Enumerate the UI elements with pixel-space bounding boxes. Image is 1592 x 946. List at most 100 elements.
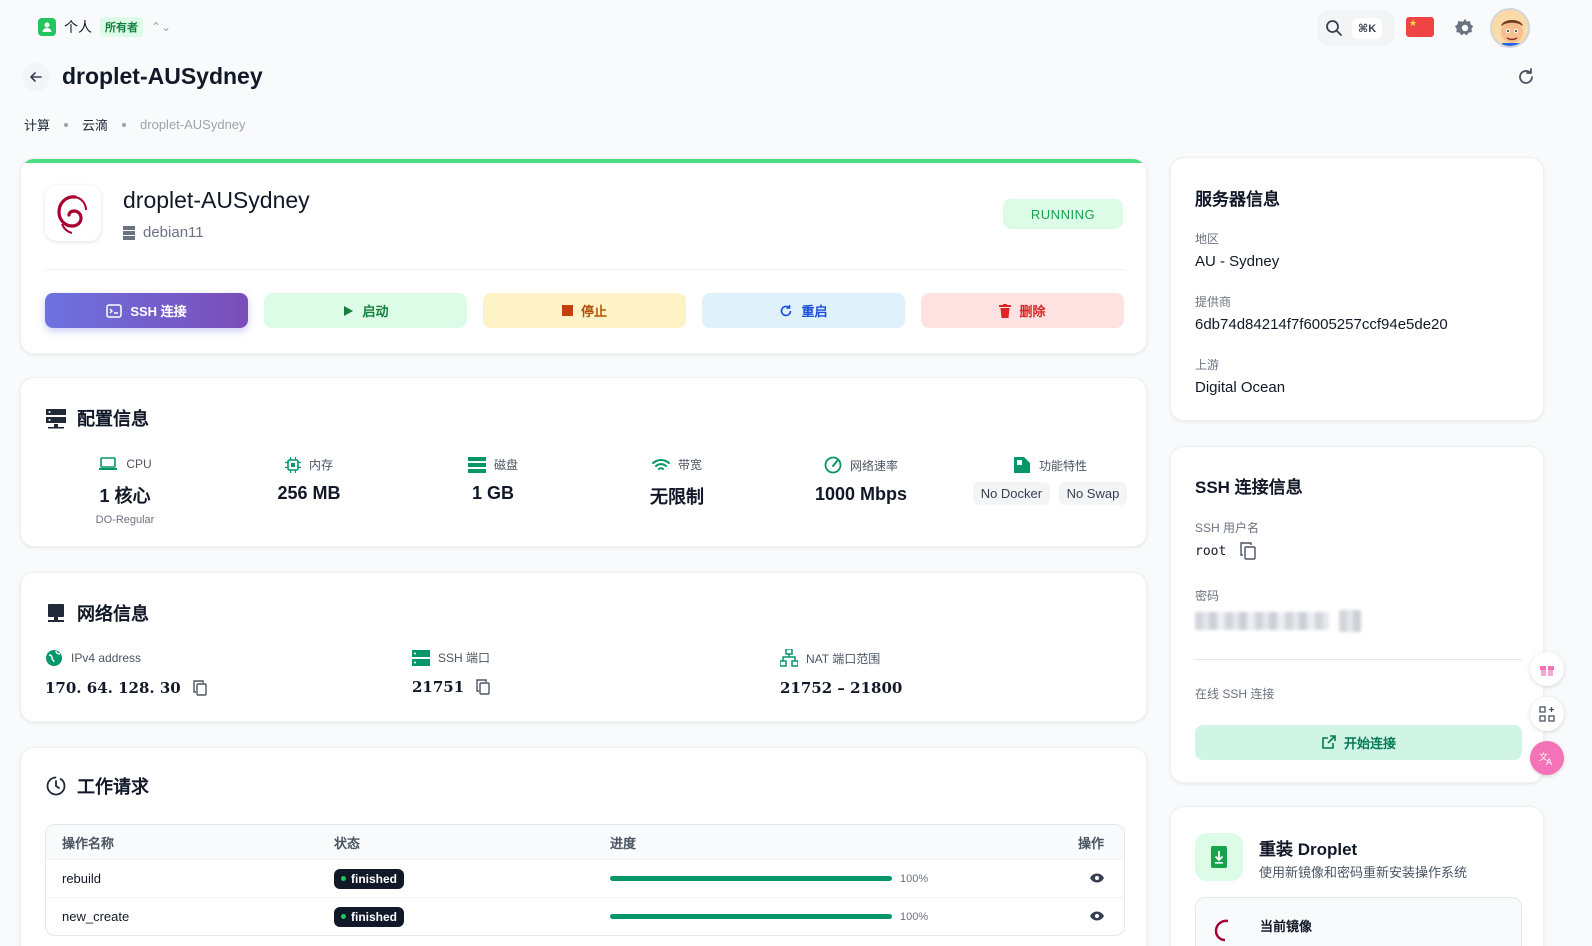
- divider: [1195, 659, 1522, 660]
- search-button[interactable]: ⌘K: [1318, 10, 1394, 46]
- wifi-icon: [651, 458, 670, 470]
- server-rack-icon: [46, 409, 66, 429]
- divider: [45, 269, 1125, 270]
- jobs-title-text: 工作请求: [77, 777, 149, 797]
- role-badge: 所有者: [100, 17, 143, 37]
- upstream-field: 上游 Digital Ocean: [1195, 356, 1285, 396]
- memory-value: 256 MB: [277, 483, 341, 503]
- debian-logo-icon: [1214, 919, 1229, 942]
- password-masked: [1195, 612, 1329, 630]
- config-memory: 内存 256 MB: [219, 456, 399, 504]
- cpu-label: CPU: [126, 457, 152, 471]
- ssh-connect-button[interactable]: SSH 连接: [45, 293, 248, 328]
- gift-icon: [1540, 666, 1554, 676]
- gift-button[interactable]: [1530, 652, 1564, 686]
- column-header: 操作: [1077, 835, 1104, 851]
- copy-icon[interactable]: [476, 679, 490, 695]
- config-card: 配置信息 CPU 1 核心 DO-Regular 内存 256 MB 磁盘 1 …: [20, 377, 1147, 547]
- cpu-plan: DO-Regular: [95, 514, 155, 526]
- feature-tag: No Docker: [972, 482, 1051, 505]
- top-bar: 个人 所有者 ⌃⌄ ⌘K ★: [0, 0, 1592, 56]
- reboot-label: 重启: [801, 304, 828, 319]
- server-icon: [123, 225, 135, 240]
- server-info-card: 服务器信息 地区 AU - Sydney 提供商 6db74d84214f7f6…: [1170, 157, 1544, 421]
- back-button[interactable]: [22, 63, 50, 91]
- disk-label: 磁盘: [493, 458, 518, 472]
- table-row: rebuild finished 100%: [46, 859, 1124, 897]
- download-phone-icon: [1195, 833, 1243, 881]
- copy-icon[interactable]: [1240, 542, 1257, 560]
- config-title-text: 配置信息: [77, 409, 149, 429]
- reinstall-description: 使用新镜像和密码重新安装操作系统: [1259, 865, 1468, 880]
- upstream-label: 上游: [1195, 358, 1220, 372]
- droplet-summary-card: droplet-AUSydney debian11 RUNNING SSH 连接…: [20, 158, 1147, 354]
- translate-icon: 文A: [1539, 751, 1553, 767]
- bandwidth-label: 带宽: [677, 458, 702, 472]
- start-button[interactable]: 启动: [264, 293, 467, 328]
- memory-label: 内存: [308, 458, 333, 472]
- user-icon: [38, 18, 56, 36]
- apps-button[interactable]: [1530, 697, 1564, 731]
- workspace-switcher[interactable]: 个人 所有者 ⌃⌄: [38, 17, 171, 37]
- current-image-label: 当前镜像: [1260, 919, 1313, 934]
- jobs-card: 工作请求 操作名称 状态 进度 操作 rebuild finished 100%…: [20, 747, 1147, 946]
- ssh-username-label: SSH 用户名: [1195, 521, 1260, 535]
- progress-bar: [610, 876, 892, 881]
- status-badge: RUNNING: [1003, 199, 1123, 229]
- network-nat-range: NAT 端口范围 21752 – 21800: [780, 649, 902, 697]
- table-header: 操作名称 状态 进度 操作: [46, 825, 1124, 859]
- ssh-password-field: 密码: [1195, 587, 1361, 632]
- region-field: 地区 AU - Sydney: [1195, 230, 1279, 270]
- current-image-box: 当前镜像: [1195, 897, 1522, 946]
- delete-label: 删除: [1019, 304, 1046, 319]
- nat-label: NAT 端口范围: [806, 651, 881, 666]
- column-header: 进度: [610, 835, 637, 851]
- globe-icon: [46, 650, 62, 666]
- status-badge: finished: [334, 906, 405, 927]
- refresh-icon[interactable]: [1516, 67, 1536, 87]
- start-label: 启动: [362, 304, 389, 319]
- breadcrumb-separator: [64, 122, 69, 127]
- reboot-button[interactable]: 重启: [702, 293, 905, 328]
- ssh-info-title: SSH 连接信息: [1195, 478, 1303, 497]
- network-ipv4: IPv4 address 170. 64. 128. 30: [45, 649, 207, 697]
- gear-icon[interactable]: [1454, 17, 1476, 39]
- avatar[interactable]: [1490, 8, 1530, 48]
- online-ssh-field: 在线 SSH 连接: [1195, 685, 1274, 702]
- eye-icon[interactable]: [1090, 911, 1104, 921]
- cn-flag-icon[interactable]: ★: [1406, 17, 1434, 37]
- copy-icon[interactable]: [1339, 610, 1361, 632]
- column-header: 操作名称: [62, 835, 115, 851]
- ssh-username-value: root: [1195, 543, 1227, 559]
- ssh-password-label: 密码: [1195, 589, 1220, 603]
- breadcrumb-item-current: droplet-AUSydney: [140, 117, 246, 132]
- network-card: 网络信息 IPv4 address 170. 64. 128. 30 SSH 端…: [20, 572, 1147, 722]
- table-row: new_create finished 100%: [46, 897, 1124, 935]
- config-disk: 磁盘 1 GB: [403, 456, 583, 504]
- shortcut-hint: ⌘K: [1352, 17, 1383, 39]
- svg-text:A: A: [1546, 758, 1553, 767]
- delete-button[interactable]: 删除: [921, 293, 1124, 328]
- config-title: 配置信息: [45, 405, 149, 431]
- start-connect-button[interactable]: 开始连接: [1195, 725, 1522, 760]
- breadcrumb-item-compute[interactable]: 计算: [24, 118, 51, 133]
- breadcrumb-separator: [122, 122, 127, 127]
- stop-button[interactable]: 停止: [483, 293, 686, 328]
- disk-value: 1 GB: [471, 483, 514, 503]
- laptop-icon: [99, 457, 118, 470]
- breadcrumb-item-droplets[interactable]: 云滴: [82, 118, 109, 133]
- job-name: rebuild: [62, 871, 102, 886]
- page-title: droplet-AUSydney: [62, 63, 263, 89]
- search-icon: [1326, 20, 1342, 36]
- server-info-title: 服务器信息: [1195, 190, 1280, 209]
- droplet-name: droplet-AUSydney: [123, 187, 310, 213]
- eye-icon[interactable]: [1090, 873, 1104, 883]
- copy-icon[interactable]: [193, 680, 207, 696]
- status-accent-bar: [21, 159, 1146, 163]
- external-link-icon: [1322, 735, 1336, 749]
- image-label: debian11: [143, 224, 204, 241]
- nat-value: 21752 – 21800: [780, 679, 903, 697]
- progress-label: 100%: [900, 910, 929, 923]
- speed-value: 1000 Mbps: [814, 484, 908, 504]
